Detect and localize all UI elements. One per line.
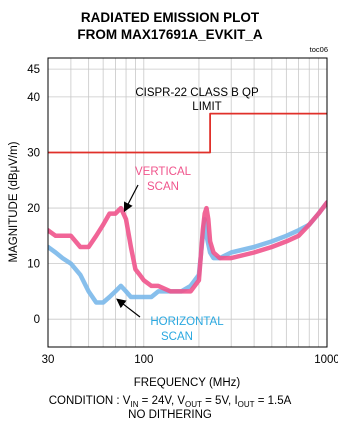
- iout-subscript: OUT: [238, 400, 255, 409]
- horizontal-annotation: HORIZONTAL SCAN: [116, 298, 224, 343]
- horizontal-label-line1: HORIZONTAL: [150, 316, 224, 328]
- condition-line1: CONDITION : VIN = 24V, VOUT = 5V, IOUT =…: [49, 395, 292, 409]
- vin-value: = 24V, V: [138, 395, 185, 407]
- chart-title-line1: RADIATED EMISSION PLOT: [81, 10, 260, 25]
- horizontal-arrow: [116, 298, 141, 318]
- chart-title-line2: FROM MAX17691A_EVKIT_A: [77, 27, 263, 42]
- x-tick-label: 30: [42, 354, 55, 366]
- x-tick-label: 100: [134, 354, 153, 366]
- vertical-arrow: [123, 184, 139, 213]
- vertical-scan-trace: [48, 200, 327, 294]
- y-tick-label: 40: [27, 92, 40, 104]
- y-axis-label: MAGNITUDE (dBμV/m): [8, 141, 20, 262]
- vout-subscript: OUT: [185, 400, 202, 409]
- limit-line: [48, 112, 327, 154]
- limit-label-line1: CISPR-22 CLASS B QP: [135, 87, 259, 99]
- y-tick-labels: 0 10 20 30 40 45: [27, 64, 40, 326]
- iout-value: = 1.5A: [255, 395, 292, 407]
- vout-value: = 5V, I: [202, 395, 238, 407]
- y-tick-label: 0: [34, 314, 40, 326]
- limit-label-line2: LIMIT: [192, 101, 221, 113]
- horizontal-scan-trace: [48, 200, 327, 305]
- plot-area: [48, 112, 327, 305]
- y-tick-label: 20: [27, 203, 40, 215]
- vertical-annotation: VERTICAL SCAN: [123, 166, 192, 213]
- grid: [47, 58, 328, 347]
- x-tick-label: 1000: [314, 354, 338, 366]
- plot-frame: [47, 57, 328, 348]
- y-tick-label: 10: [27, 259, 40, 271]
- condition-line2: NO DITHERING: [128, 409, 212, 421]
- vertical-label-line2: SCAN: [147, 181, 179, 193]
- x-axis-label: FREQUENCY (MHz): [134, 377, 241, 389]
- y-tick-label: 45: [27, 64, 40, 76]
- x-tick-labels: 30 100 1000: [42, 354, 338, 366]
- condition-prefix: CONDITION : V: [49, 395, 131, 407]
- vin-subscript: IN: [130, 400, 138, 409]
- y-tick-label: 30: [27, 147, 40, 159]
- horizontal-label-line2: SCAN: [161, 331, 193, 343]
- vertical-label-line1: VERTICAL: [135, 166, 192, 178]
- figure-id: toc06: [310, 45, 328, 54]
- limit-annotation: CISPR-22 CLASS B QP LIMIT: [135, 87, 259, 113]
